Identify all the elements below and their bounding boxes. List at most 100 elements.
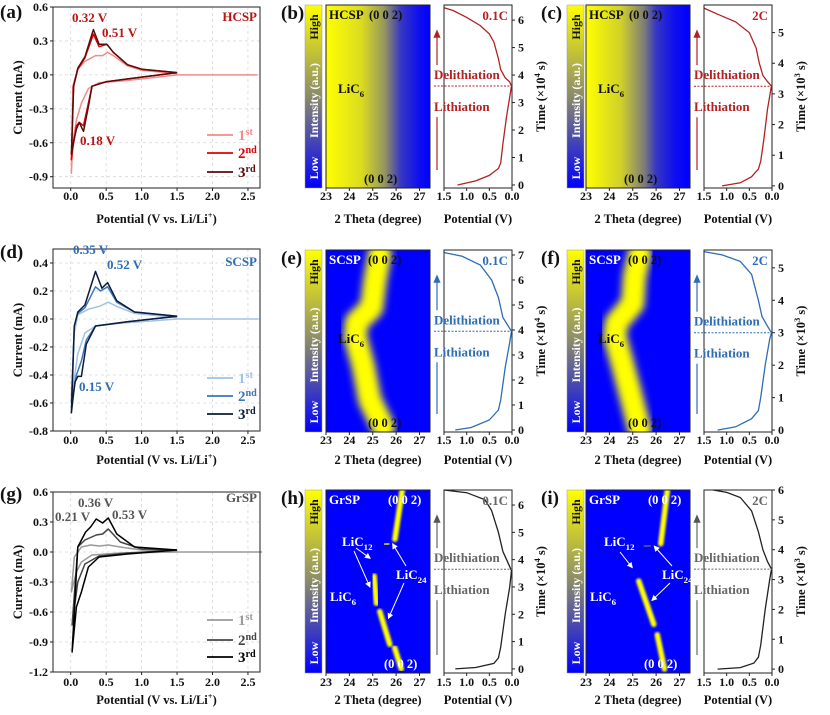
colorbar-low-label: Low [307, 641, 321, 664]
y-tick-label: -0.3 [29, 575, 48, 589]
colorbar-high-label: High [307, 14, 321, 40]
colorbar-high-label-text: High [569, 14, 583, 40]
phase-label-text: LiC [396, 567, 418, 582]
colorbar-low-label-text: Low [307, 156, 321, 179]
y-tick-label: 2 [518, 123, 524, 137]
x-axis-title-text: + [208, 691, 213, 701]
y-axis-title: Current (mA) [11, 60, 25, 134]
peak-label-top-text: (0 0 2) [369, 8, 402, 22]
voltage-frame [703, 489, 773, 674]
phase-label: LiC12 [604, 534, 635, 552]
x-tick-label: 25 [627, 675, 639, 689]
delithiation-label: Delithiation [694, 67, 760, 82]
legend-label-text: 2 [238, 389, 246, 405]
x-tick-label-text: 1.5 [437, 675, 452, 689]
delithiation-label-text: Delithiation [694, 550, 760, 565]
phase-label-text: 6 [620, 339, 625, 349]
x-tick-label: 26 [650, 675, 662, 689]
y-tick-label: -0.6 [29, 396, 48, 410]
x-tick-label: 0.0 [63, 433, 78, 447]
x-axis-title-text: + [208, 451, 213, 461]
y-tick-label-text: 6 [778, 483, 784, 497]
x-tick-label-text: 0.0 [765, 189, 780, 203]
annotation-arrow [651, 582, 671, 602]
legend-label-text: nd [246, 388, 258, 399]
xrd-heatmap [586, 5, 690, 188]
x-tick-label: 2.0 [205, 433, 220, 447]
x-axis-title-text: + [208, 210, 213, 220]
colorbar-low-label-text: Low [307, 641, 321, 664]
annotation-arrow [355, 547, 371, 559]
x-axis-title: Potential (V vs. Li/Li+) [96, 451, 217, 467]
x-tick-label-text: 24 [343, 189, 355, 203]
intensity-colorbar: High Intensity (a.u.) Low [304, 249, 323, 433]
phase-label-text: LiC [338, 81, 360, 96]
x-axis-title-text: Potential (V) [704, 693, 772, 707]
panel-label-text: (i) [541, 488, 559, 509]
legend-label-text: 3 [238, 650, 246, 666]
y-tick-label-text: 2 [778, 118, 784, 132]
legend-label-text: st [246, 370, 254, 381]
y-tick-label-text: 0.2 [33, 284, 48, 298]
y-tick-label: 5 [518, 525, 524, 539]
delithiation-label: Delithiation [434, 312, 500, 327]
phase-label-text: LiC [342, 534, 364, 549]
colorbar-gradient [566, 249, 585, 433]
y-tick-label-text: 2 [518, 373, 524, 387]
c-rate-label-text: 0.1C [482, 253, 508, 268]
time-axis-title-text: Time (×10 [794, 562, 808, 616]
y-tick-label: 1 [518, 635, 524, 649]
colorbar-high-label-text: High [569, 499, 583, 525]
peak-annotation-text: 0.21 V [55, 509, 91, 524]
phase-label-text: LiC [330, 589, 352, 604]
time-axis-title-text: Time (×10 [794, 77, 808, 131]
y-tick-label-text: 0.3 [33, 34, 48, 48]
legend-label: 1st [238, 370, 253, 387]
x-tick-label: 0.0 [63, 675, 78, 689]
xrd-heatmap [326, 5, 430, 188]
annotation-arrow [387, 582, 405, 620]
phase-label-text: 24 [418, 575, 427, 585]
peak-annotation-text: 0.18 V [80, 133, 116, 148]
phase-label: LiC6 [338, 81, 365, 99]
x-tick-label-text: 0.0 [765, 675, 780, 689]
x-axis-title-text: Potential (V) [444, 453, 512, 467]
x-axis-title: 2 Theta (degree) [334, 693, 421, 707]
y-tick-label: -0.2 [29, 340, 48, 354]
legend-label-text: 2 [238, 633, 246, 649]
voltage-frame [703, 249, 773, 433]
voltage-curve [703, 7, 773, 187]
phase-label-text: 6 [352, 597, 357, 607]
x-tick-label: 1.5 [437, 433, 452, 447]
legend-label-text: 3 [238, 165, 246, 181]
y-tick-label: 1 [518, 398, 524, 412]
y-tick-label: 2 [778, 358, 784, 372]
x-tick-label: 24 [343, 189, 355, 203]
colorbar-low-label-text: Low [569, 400, 583, 423]
x-tick-label: 26 [650, 433, 662, 447]
y-tick-label: 3 [778, 326, 784, 340]
colorbar-high-label-text: High [307, 14, 321, 40]
y-tick-label-text: -0.2 [29, 340, 48, 354]
x-tick-label: 1.0 [459, 189, 474, 203]
phase-label: LiC6 [590, 589, 617, 607]
y-tick-label: 2 [518, 373, 524, 387]
x-tick-label: 0.5 [742, 433, 757, 447]
x-tick-label: 2.5 [240, 675, 255, 689]
time-axis-title: Time (×103 s) [792, 546, 808, 617]
x-tick-label-text: 2.5 [240, 675, 255, 689]
heatmap-frame [585, 249, 691, 433]
peak-label-top-text: (0 0 2) [628, 253, 661, 267]
y-tick-label: 0.6 [33, 485, 48, 499]
heatmap-frame [325, 249, 431, 433]
x-tick-label-text: 1.0 [719, 433, 734, 447]
colorbar-low-label-text: Low [569, 156, 583, 179]
x-axis-title: 2 Theta (degree) [334, 453, 421, 467]
y-tick-label-text: 0.6 [33, 485, 48, 499]
y-tick-label-text: 6 [518, 273, 524, 287]
x-tick-label: 1.5 [437, 189, 452, 203]
y-tick-label: 6 [518, 498, 524, 512]
legend-label: 2nd [238, 145, 257, 162]
y-tick-label-text: -0.9 [29, 170, 48, 184]
